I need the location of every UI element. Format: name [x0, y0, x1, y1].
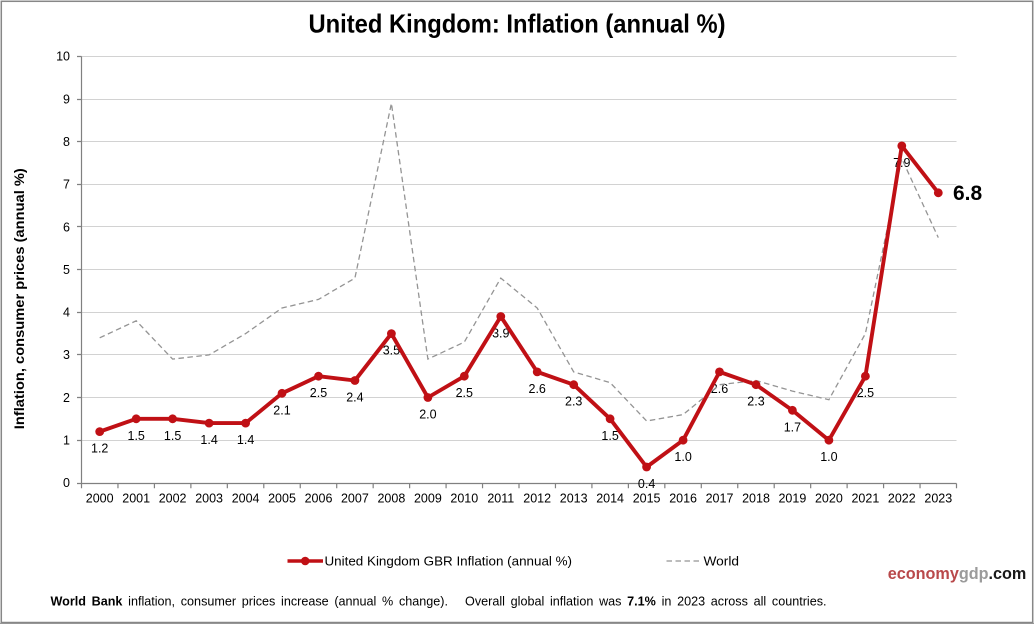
svg-text:2003: 2003: [195, 492, 223, 506]
svg-text:economygdp.com: economygdp.com: [888, 565, 1027, 583]
svg-text:2.5: 2.5: [310, 386, 327, 400]
svg-text:2023: 2023: [924, 492, 952, 506]
svg-text:2012: 2012: [523, 492, 551, 506]
svg-text:1.0: 1.0: [820, 450, 837, 464]
svg-text:United Kingdom: Inflation (ann: United Kingdom: Inflation (annual %): [309, 9, 726, 39]
svg-text:1.4: 1.4: [200, 433, 217, 447]
svg-text:6: 6: [63, 220, 70, 234]
svg-text:2021: 2021: [851, 492, 879, 506]
svg-text:2000: 2000: [86, 492, 114, 506]
svg-text:2005: 2005: [268, 492, 296, 506]
svg-text:2.4: 2.4: [346, 391, 363, 405]
svg-text:2016: 2016: [669, 492, 697, 506]
svg-text:0.4: 0.4: [638, 477, 655, 491]
svg-text:4: 4: [63, 306, 70, 320]
svg-text:2018: 2018: [742, 492, 770, 506]
svg-text:1.7: 1.7: [784, 420, 801, 434]
svg-text:2.5: 2.5: [857, 386, 874, 400]
svg-text:World Bank inflation, consumer: World Bank inflation, consumer prices in…: [51, 594, 827, 608]
svg-text:2.3: 2.3: [747, 395, 764, 409]
svg-text:9: 9: [63, 92, 70, 106]
svg-text:2020: 2020: [815, 492, 843, 506]
svg-text:2.3: 2.3: [565, 395, 582, 409]
svg-text:2017: 2017: [706, 492, 734, 506]
svg-text:3.9: 3.9: [492, 327, 509, 341]
svg-text:2002: 2002: [159, 492, 187, 506]
svg-text:2001: 2001: [122, 492, 150, 506]
svg-text:3.5: 3.5: [383, 344, 400, 358]
svg-text:2014: 2014: [596, 492, 624, 506]
svg-text:2011: 2011: [487, 492, 514, 506]
svg-text:10: 10: [56, 50, 70, 64]
svg-text:2.5: 2.5: [456, 386, 473, 400]
svg-text:2015: 2015: [633, 492, 661, 506]
svg-text:World: World: [704, 554, 740, 569]
svg-text:6.8: 6.8: [953, 182, 983, 205]
svg-text:5: 5: [63, 263, 70, 277]
svg-text:2006: 2006: [305, 492, 333, 506]
svg-text:2008: 2008: [377, 492, 405, 506]
svg-text:1.2: 1.2: [91, 442, 108, 456]
svg-text:2.6: 2.6: [711, 382, 728, 396]
svg-text:1.5: 1.5: [128, 429, 145, 443]
svg-text:2: 2: [63, 391, 70, 405]
svg-text:2.0: 2.0: [419, 408, 436, 422]
svg-text:1.0: 1.0: [674, 450, 691, 464]
svg-text:2.1: 2.1: [273, 403, 290, 417]
svg-text:2009: 2009: [414, 492, 442, 506]
svg-text:2019: 2019: [778, 492, 806, 506]
svg-text:2007: 2007: [341, 492, 369, 506]
svg-text:1.4: 1.4: [237, 433, 254, 447]
svg-text:0: 0: [63, 476, 70, 490]
svg-text:2010: 2010: [450, 492, 478, 506]
svg-text:2004: 2004: [232, 492, 260, 506]
svg-text:7: 7: [63, 178, 70, 192]
svg-text:1: 1: [63, 434, 70, 448]
svg-text:1.5: 1.5: [164, 429, 181, 443]
svg-text:2022: 2022: [888, 492, 916, 506]
svg-text:United Kingdom GBR Inflation (: United Kingdom GBR Inflation (annual %): [325, 554, 573, 569]
svg-text:1.5: 1.5: [601, 429, 618, 443]
svg-text:2013: 2013: [560, 492, 588, 506]
svg-text:3: 3: [63, 348, 70, 362]
svg-text:Inflation, consumer prices (an: Inflation, consumer prices (annual %): [12, 168, 28, 429]
svg-text:8: 8: [63, 135, 70, 149]
svg-text:2.6: 2.6: [529, 382, 546, 396]
